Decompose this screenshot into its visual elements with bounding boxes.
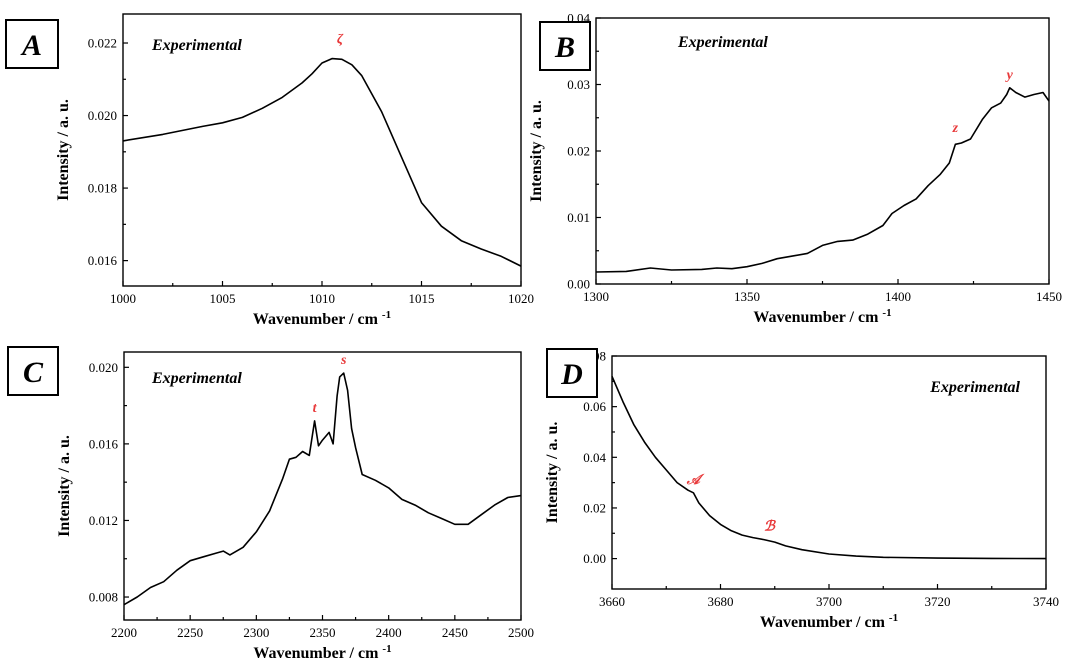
y-axis-title: Intensity / a. u. [544,422,561,524]
y-tick-label: 0.06 [583,399,606,414]
panel-a: 1000 1005 1010 1015 1020 0.016 0.018 0.020 0.022… [5,13,534,328]
peak-label: z [952,121,959,136]
x-tick-label: 1010 [309,291,335,306]
x-tick-label: 3680 [708,594,734,609]
x-tick-label: 2450 [442,625,468,640]
panel-letter-a: A [20,29,42,62]
x-tick-label: 1400 [885,289,911,304]
y-tick-label: 0.018 [88,181,117,196]
y-tick-label: 0.020 [88,108,117,123]
x-axis-title: Wavenumber / cm -1 [760,612,898,631]
panel-letter-box-a [5,19,59,69]
panel-letter-box-d [546,348,598,398]
peak-label: t [313,401,318,416]
x-axis-title-sup: -1 [382,309,391,321]
x-tick-label: 2400 [376,625,402,640]
peak-label: y [1005,68,1014,83]
x-tick-label: 2250 [177,625,203,640]
panel-letter-box-c [7,346,59,396]
y-tick-label: 0.016 [88,253,118,268]
y-tick-label: 0.03 [567,77,590,92]
y-axis-title: Intensity / a. u. [528,100,545,202]
x-tick-label: 2350 [310,625,336,640]
plot-frame-c [123,351,522,621]
experimental-label: Experimental [929,379,1020,396]
x-tick-label: 1450 [1036,289,1062,304]
peak-label: ℬ [764,519,777,535]
x-tick-label: 1015 [409,291,435,306]
x-tick-label: 3660 [599,594,625,609]
x-tick-label: 1000 [110,291,136,306]
x-tick-label: 2200 [111,625,137,640]
x-axis-title-sup: -1 [882,307,891,319]
y-tick-label: 0.00 [583,551,606,566]
spectrum-line-d [611,375,1047,560]
panel-d: 366036803700372037400.000.020.040.060.08… [544,348,1059,631]
y-tick-label: 0.008 [89,590,118,605]
x-tick-label: 3700 [816,594,842,609]
peak-label: 𝒜 [686,473,705,488]
y-tick-label: 0.02 [583,500,606,515]
y-axis-title: Intensity / a. u. [55,99,72,201]
x-tick-label: 2300 [243,625,269,640]
y-tick-label: 0.01 [567,210,590,225]
x-tick-label: 1300 [583,289,609,304]
x-tick-label: 1005 [210,291,236,306]
experimental-label: Experimental [677,34,768,51]
panel-letter-box-b [539,21,591,71]
plot-frame-a [122,13,522,287]
panel-letter-c: C [23,356,44,389]
y-tick-label: 0.04 [583,450,606,465]
x-tick-label: 3720 [925,594,951,609]
x-tick-label: 1020 [508,291,534,306]
experimental-label: Experimental [151,370,242,387]
y-tick-label: 0.020 [89,360,118,375]
peak-label: s [340,353,347,368]
y-tick-label: 0.012 [89,513,118,528]
plot-frame-b [595,17,1050,285]
y-tick-label: 0.02 [567,144,590,159]
spectrum-line-a [122,57,522,267]
x-axis-title-sup: -1 [382,643,391,655]
y-tick-label: 0.022 [88,36,117,51]
panel-c: 2200 2250 2300 2350 2400 2450 2500 0.008 0.012 0.… [7,346,534,662]
peak-label: ζ [337,32,344,47]
y-tick-label: 0.016 [89,436,119,451]
panel-letter-d: D [560,358,583,391]
y-axis-title: Intensity / a. u. [56,435,73,537]
x-axis-title-sup: -1 [889,612,898,624]
panel-letter-b: B [554,31,575,64]
x-tick-label: 2500 [508,625,534,640]
spectrum-line-b [595,87,1050,273]
x-tick-label: 3740 [1033,594,1059,609]
spectrum-line-c [123,372,522,606]
x-axis-title: Wavenumber / cm -1 [253,309,391,328]
x-axis-title: Wavenumber / cm -1 [753,307,891,326]
panel-b: 1300 1350 1400 14500.000.010.020.030.04Wave… [528,11,1062,327]
x-axis-title: Wavenumber / cm -1 [253,643,391,662]
y-tick-label: 0.00 [567,277,590,292]
experimental-label: Experimental [151,37,242,54]
x-tick-label: 1350 [734,289,760,304]
